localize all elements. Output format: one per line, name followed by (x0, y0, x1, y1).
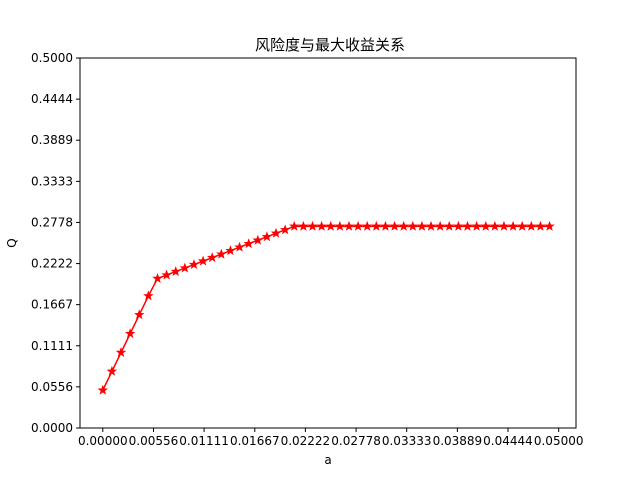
x-tick-label: 0.02222 (281, 434, 331, 448)
data-point-star (398, 220, 409, 231)
data-point-star (152, 273, 163, 283)
x-tick-label: 0.00556 (129, 434, 179, 448)
y-tick-label: 0.2222 (31, 257, 73, 271)
plot-area (97, 220, 555, 395)
data-point-star (97, 384, 109, 395)
data-point-star (507, 220, 519, 231)
x-tick-label: 0.04444 (483, 434, 533, 448)
data-point-star (434, 220, 446, 231)
data-point-star (161, 269, 172, 280)
data-point-star (270, 227, 282, 238)
data-point-star (516, 220, 528, 231)
data-point-star (462, 220, 473, 231)
x-tick-label: 0.05000 (534, 434, 584, 448)
y-axis-label: Q (5, 238, 19, 247)
data-point-star (389, 220, 400, 231)
y-tick-label: 0.1667 (31, 298, 73, 312)
data-point-star (179, 262, 191, 273)
data-point-star (206, 252, 218, 263)
y-tick-label: 0.5000 (31, 51, 73, 65)
x-tick-label: 0.00000 (78, 434, 128, 448)
x-tick-label: 0.02778 (331, 434, 381, 448)
x-tick-label: 0.01111 (179, 434, 229, 448)
data-point-star (425, 220, 437, 231)
data-point-star (444, 220, 455, 231)
data-point-star (526, 220, 537, 231)
data-point-star (316, 220, 327, 231)
y-tick-label: 0.3333 (31, 174, 73, 188)
axes-frame (79, 57, 577, 429)
y-tick-label: 0.1111 (31, 339, 73, 353)
x-tick-label: 0.03333 (382, 434, 432, 448)
data-point-star (298, 220, 309, 231)
data-point-star (453, 220, 464, 231)
data-point-star (407, 220, 419, 231)
data-point-star (216, 248, 227, 259)
data-point-star (498, 220, 510, 231)
data-point-star (234, 241, 245, 252)
data-point-star (334, 220, 346, 231)
data-point-star (197, 255, 209, 266)
data-point-star (343, 220, 355, 231)
data-point-star (380, 220, 391, 231)
x-axis-label: a (324, 453, 331, 467)
data-point-star (225, 245, 236, 256)
data-point-star (243, 238, 254, 249)
data-point-star (325, 220, 336, 231)
y-tick-label: 0.4444 (31, 92, 73, 106)
data-point-star (143, 290, 154, 301)
data-point-star (535, 220, 546, 231)
chart-title: 风险度与最大收益关系 (255, 36, 405, 54)
y-tick-label: 0.3889 (31, 133, 73, 147)
data-point-star (124, 328, 136, 339)
y-tick-label: 0.0556 (31, 380, 73, 394)
data-point-star (115, 347, 127, 357)
data-point-star (489, 220, 501, 231)
y-axis-ticks: 0.0000 0.0556 0.1111 0.1667 0.2222 0.2778 0.33… (31, 51, 80, 435)
data-point-star (106, 365, 118, 376)
x-axis-ticks: 0.00000 0.00556 0.01111 0.01667 0.02222 0.027… (78, 428, 584, 448)
data-point-star (307, 220, 318, 231)
data-point-star (544, 220, 555, 231)
x-tick-label: 0.03889 (433, 434, 483, 448)
data-point-star (279, 224, 291, 235)
data-point-star (188, 259, 200, 270)
data-point-star (352, 220, 364, 231)
data-point-star (134, 309, 145, 320)
data-point-star (252, 234, 264, 245)
data-point-star (289, 220, 300, 231)
y-tick-label: 0.2778 (31, 215, 73, 229)
data-point-star (480, 220, 491, 231)
data-point-star (371, 220, 382, 231)
data-point-star (361, 220, 373, 231)
data-point-star (170, 266, 181, 277)
data-point-star (416, 220, 428, 231)
y-tick-label: 0.0000 (31, 421, 73, 435)
data-point-star (471, 220, 482, 231)
data-point-star (261, 231, 273, 242)
x-tick-label: 0.01667 (230, 434, 280, 448)
